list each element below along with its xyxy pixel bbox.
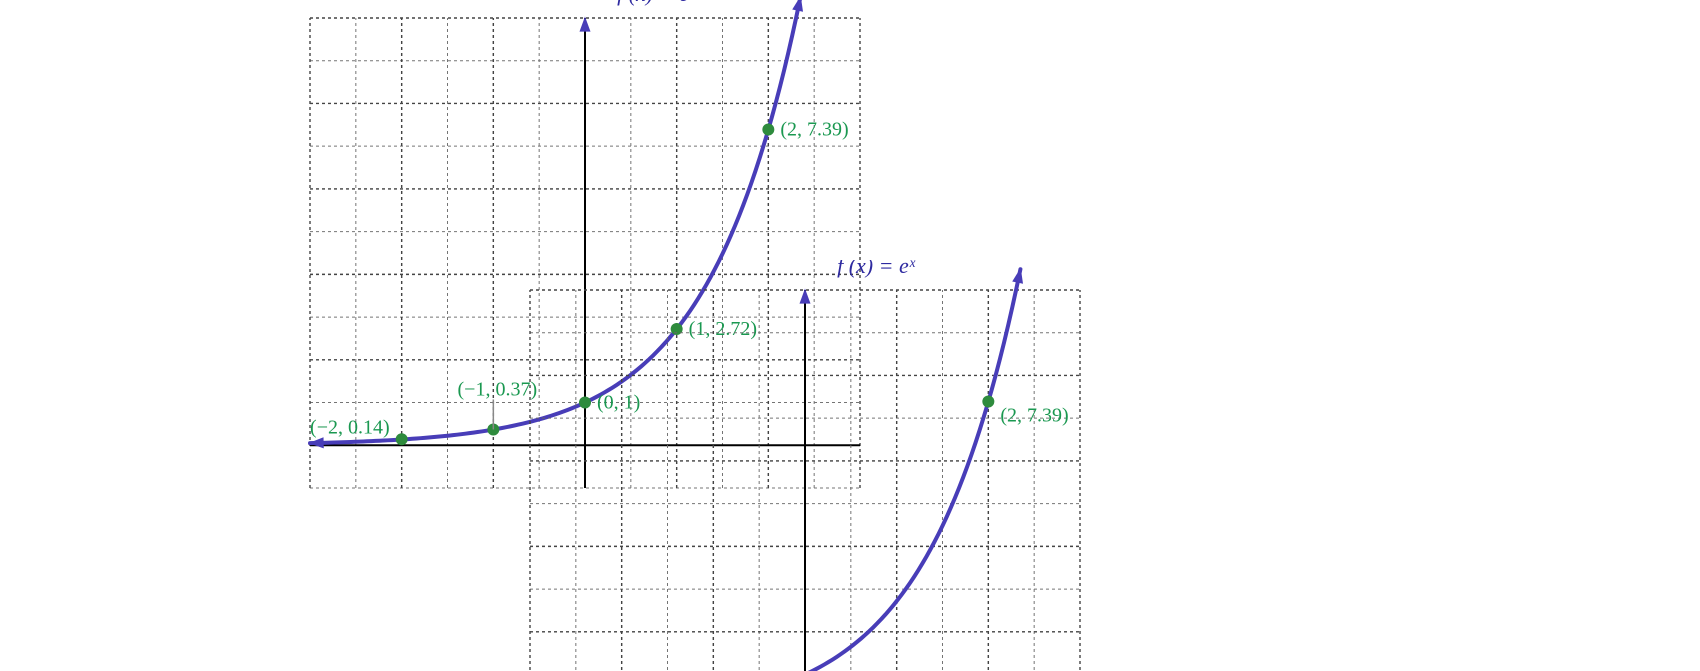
chart-bottom-func-label: f (x) = eˣ (837, 260, 916, 278)
chart-top-point-label-4: (2, 7.39) (780, 119, 848, 141)
chart-bottom-svg: (2, 7.39) f (x) = eˣ (500, 260, 1200, 671)
chart-top-func-label: f (x) = eˣ (617, 0, 696, 6)
chart-bottom-point-label-0: (2, 7.39) (1000, 405, 1068, 427)
chart-bottom-curve (530, 269, 1020, 671)
stage: (−2, 0.14)(−1, 0.37)(0, 1)(1, 2.72)(2, 7… (0, 0, 1700, 671)
chart-bottom-point-0 (982, 396, 994, 408)
chart-bottom: (2, 7.39) f (x) = eˣ (500, 260, 1200, 671)
chart-top-point-4 (762, 124, 774, 136)
chart-top-point-label-0: (−2, 0.14) (310, 416, 390, 438)
chart-top-point-0 (396, 433, 408, 445)
